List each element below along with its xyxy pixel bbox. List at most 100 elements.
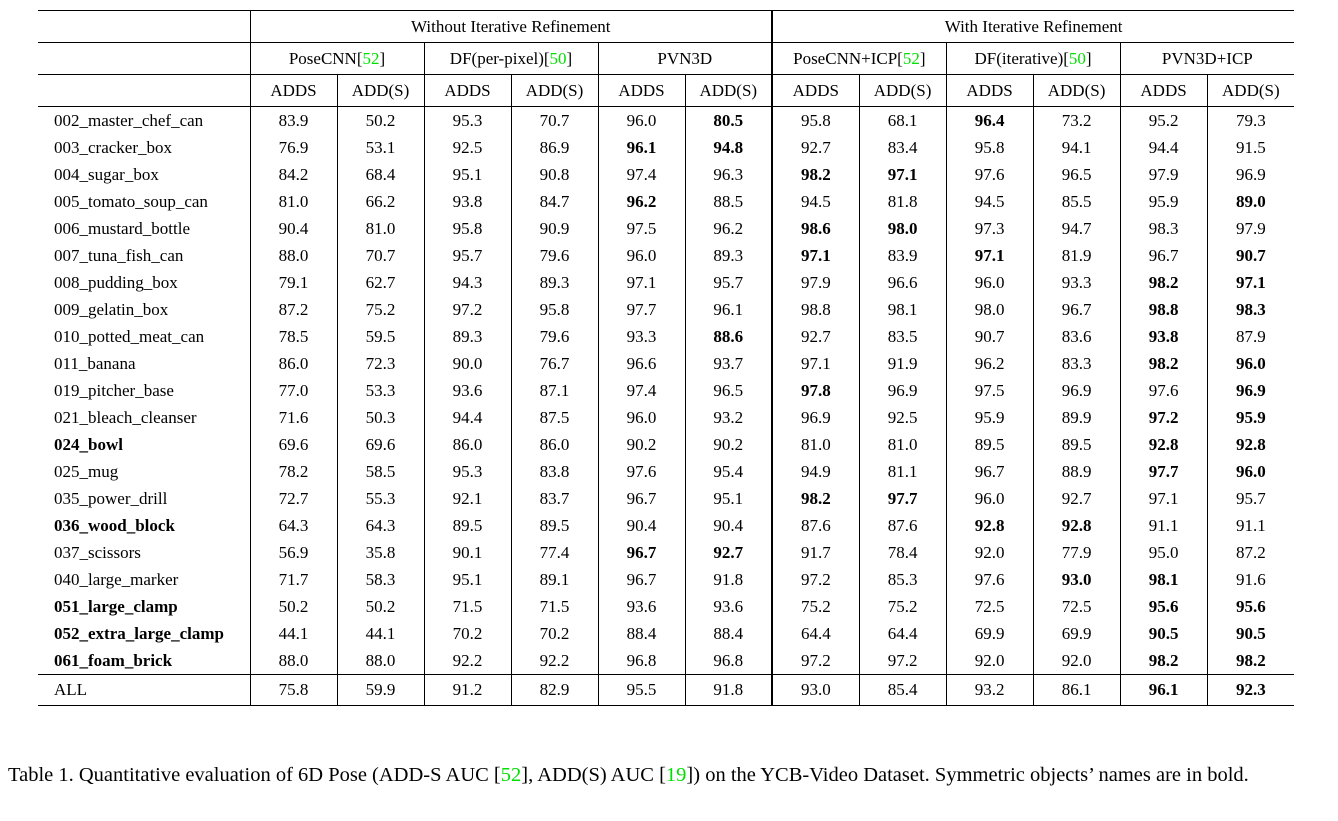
value-cell: 84.2: [249, 161, 337, 188]
value-cell: 89.3: [684, 242, 773, 269]
value-cell: 70.2: [423, 620, 511, 647]
value-cell: 93.6: [423, 377, 511, 404]
method-header-row: PoseCNN[52] DF(per-pixel)[50] PVN3D PoseCNN…: [38, 42, 1295, 75]
object-name-cell: 003_cracker_box: [54, 137, 173, 157]
metric-header-cell: ADDS: [1119, 74, 1208, 107]
value-cell: 79.6: [510, 323, 598, 350]
value-cell: 88.4: [597, 620, 685, 647]
value-cell: 90.4: [684, 512, 773, 539]
value-cell: 96.5: [684, 377, 773, 404]
object-name-cell: 006_mustard_bottle: [54, 218, 190, 238]
value-cell: 96.2: [597, 188, 685, 215]
value-cell: 98.2: [771, 161, 860, 188]
value-cell: 97.9: [1119, 161, 1208, 188]
table-row: 003_cracker_box 76.9 53.1 92.5 86.9 96.1 94.8 9…: [38, 134, 1295, 161]
value-cell: 92.2: [423, 647, 511, 675]
value-cell: 86.9: [510, 134, 598, 161]
value-cell: 94.4: [1119, 134, 1208, 161]
value-cell: 85.3: [858, 566, 947, 593]
value-cell: 81.0: [858, 431, 947, 458]
value-cell: 87.5: [510, 404, 598, 431]
value-cell: 94.5: [945, 188, 1034, 215]
table-row: 002_master_chef_can 83.9 50.2 95.3 70.7 96.0 8…: [38, 106, 1295, 134]
table-caption: Table 1. Quantitative evaluation of 6D P…: [8, 762, 1332, 789]
value-cell: 93.8: [1119, 323, 1208, 350]
value-cell: 96.0: [597, 242, 685, 269]
table-row: 061_foam_brick 88.0 88.0 92.2 92.2 96.8 96.8 97…: [38, 647, 1295, 675]
value-cell: 98.6: [771, 215, 860, 242]
value-cell: 96.7: [1032, 296, 1121, 323]
caption-text: ], ADD(S) AUC [: [521, 764, 666, 786]
value-cell: 98.2: [1119, 350, 1208, 377]
value-cell: 97.6: [597, 458, 685, 485]
value-cell: 92.8: [945, 512, 1034, 539]
value-cell: 66.2: [336, 188, 424, 215]
value-cell: 75.2: [858, 593, 947, 620]
value-cell: 53.1: [336, 134, 424, 161]
value-cell: 96.0: [1206, 350, 1295, 377]
value-cell: 93.7: [684, 350, 773, 377]
object-name-cell: 036_wood_block: [54, 515, 175, 535]
value-cell: 94.4: [423, 404, 511, 431]
value-cell: 70.7: [510, 106, 598, 134]
value-cell: 88.5: [684, 188, 773, 215]
value-cell: 59.5: [336, 323, 424, 350]
value-cell: 96.4: [945, 106, 1034, 134]
value-cell: 88.4: [684, 620, 773, 647]
value-cell: 87.9: [1206, 323, 1295, 350]
value-cell: 82.9: [510, 674, 598, 706]
method-header-cell: PoseCNN+ICP[52]: [771, 42, 947, 75]
value-cell: 92.0: [1032, 647, 1121, 675]
value-cell: 93.6: [684, 593, 773, 620]
value-cell: 94.3: [423, 269, 511, 296]
value-cell: 88.0: [249, 242, 337, 269]
value-cell: 91.8: [684, 674, 773, 706]
value-cell: 98.1: [1119, 566, 1208, 593]
value-cell: 89.0: [1206, 188, 1295, 215]
table-row: 037_scissors 56.9 35.8 90.1 77.4 96.7 92.7 91.7…: [38, 539, 1295, 566]
value-cell: 64.3: [336, 512, 424, 539]
value-cell: 90.5: [1119, 620, 1208, 647]
value-cell: 95.2: [1119, 106, 1208, 134]
value-cell: 68.4: [336, 161, 424, 188]
value-cell: 95.6: [1119, 593, 1208, 620]
value-cell: 95.5: [597, 674, 685, 706]
value-cell: 90.7: [945, 323, 1034, 350]
method-header-cell: DF(per-pixel)[50]: [423, 42, 598, 75]
value-cell: 97.1: [771, 350, 860, 377]
value-cell: 35.8: [336, 539, 424, 566]
caption-text: Table 1. Quantitative evaluation of 6D P…: [8, 764, 501, 786]
value-cell: 95.9: [1206, 404, 1295, 431]
value-cell: 97.2: [1119, 404, 1208, 431]
value-cell: 93.3: [597, 323, 685, 350]
value-cell: 80.5: [684, 106, 773, 134]
value-cell: 79.3: [1206, 106, 1295, 134]
value-cell: 97.6: [945, 161, 1034, 188]
value-cell: 64.4: [858, 620, 947, 647]
value-cell: 97.9: [1206, 215, 1295, 242]
value-cell: 96.9: [1206, 161, 1295, 188]
value-cell: 93.6: [597, 593, 685, 620]
table-row: 036_wood_block 64.3 64.3 89.5 89.5 90.4 90.4 87…: [38, 512, 1295, 539]
value-cell: 87.2: [1206, 539, 1295, 566]
object-name-cell: 008_pudding_box: [54, 272, 178, 292]
value-cell: 69.6: [336, 431, 424, 458]
value-cell: 98.2: [771, 485, 860, 512]
value-cell: 77.4: [510, 539, 598, 566]
metric-header-cell: ADDS: [423, 74, 511, 107]
value-cell: 98.8: [1119, 296, 1208, 323]
value-cell: 72.3: [336, 350, 424, 377]
value-cell: 97.7: [858, 485, 947, 512]
value-cell: 96.7: [1119, 242, 1208, 269]
value-cell: 58.5: [336, 458, 424, 485]
value-cell: 71.6: [249, 404, 337, 431]
value-cell: 89.5: [1032, 431, 1121, 458]
value-cell: 95.9: [1119, 188, 1208, 215]
value-cell: 88.0: [336, 647, 424, 675]
table-row: 052_extra_large_clamp 44.1 44.1 70.2 70.2 88.…: [38, 620, 1295, 647]
table-row: 004_sugar_box 84.2 68.4 95.1 90.8 97.4 96.3 98.…: [38, 161, 1295, 188]
value-cell: 96.0: [597, 106, 685, 134]
value-cell: 44.1: [336, 620, 424, 647]
value-cell: 50.2: [336, 106, 424, 134]
value-cell: 95.8: [945, 134, 1034, 161]
